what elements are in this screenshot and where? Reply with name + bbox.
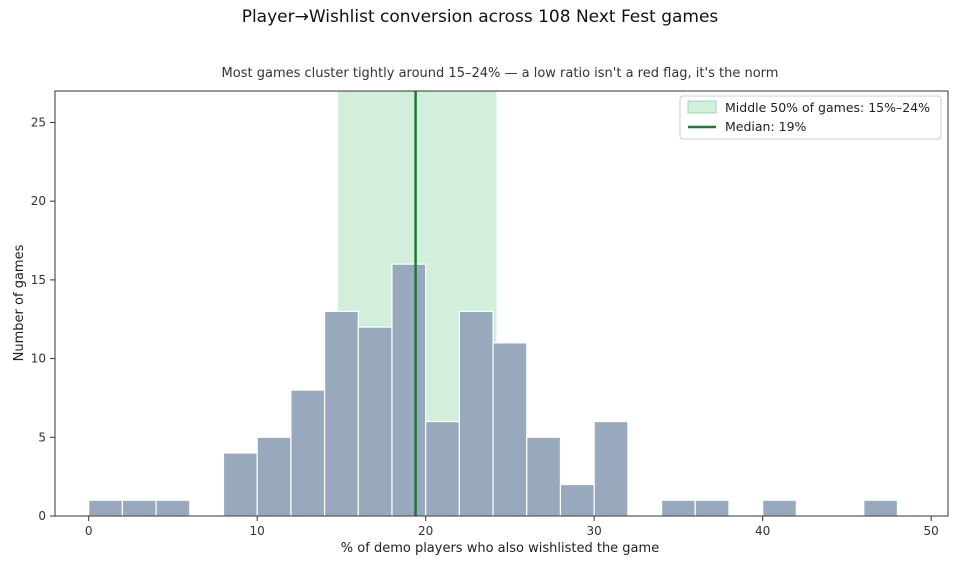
axes-frame <box>54 90 949 517</box>
x-tick-label: 50 <box>924 524 939 538</box>
histogram-bar <box>593 420 629 517</box>
histogram-bar <box>256 436 292 517</box>
histogram-bar <box>357 326 393 517</box>
y-tick-label: 25 <box>31 115 46 129</box>
chart-title: Player→Wishlist conversion across 108 Ne… <box>242 7 719 27</box>
histogram-bar <box>290 389 326 517</box>
x-tick-label: 20 <box>418 524 433 538</box>
histogram-bar <box>526 436 562 517</box>
histogram-bar <box>458 310 494 517</box>
y-tick-label: 5 <box>38 430 46 444</box>
y-axis-label: Number of games <box>12 244 27 361</box>
histogram-bar <box>425 420 460 517</box>
y-tick-label: 20 <box>31 194 46 208</box>
plot-area: 0 10 20 30 40 50 0 5 10 15 20 25 <box>31 90 949 538</box>
histogram-bar <box>155 499 191 517</box>
x-tick-label: 40 <box>755 524 770 538</box>
histogram-bar <box>762 499 797 517</box>
histogram-bar <box>391 263 427 517</box>
legend-swatch-iqr-band <box>687 100 717 114</box>
legend: Middle 50% of games: 15%–24% Median: 19% <box>679 95 942 140</box>
histogram-bar <box>660 499 696 517</box>
y-axis-ticks: 0 5 10 15 20 25 <box>31 115 55 523</box>
histogram-bar <box>492 342 528 517</box>
x-tick-label: 0 <box>85 524 93 538</box>
histogram-bar <box>559 483 595 517</box>
legend-label-median: Median: 19% <box>725 119 807 134</box>
x-axis-ticks: 0 10 20 30 40 50 <box>85 516 939 538</box>
histogram-bar <box>863 499 899 517</box>
legend-label-iqr-band: Middle 50% of games: 15%–24% <box>725 100 930 115</box>
x-axis-label: % of demo players who also wishlisted th… <box>341 541 659 556</box>
histogram-bars <box>88 263 899 517</box>
histogram-bar <box>694 499 730 517</box>
histogram-bar <box>222 452 258 517</box>
y-tick-label: 10 <box>31 352 46 366</box>
y-tick-label: 0 <box>38 509 46 523</box>
histogram-bar <box>323 310 359 517</box>
chart-subtitle: Most games cluster tightly around 15–24%… <box>222 66 779 81</box>
y-tick-label: 15 <box>31 273 46 287</box>
legend-box <box>679 95 942 140</box>
x-tick-label: 30 <box>587 524 602 538</box>
histogram-bar <box>88 499 123 517</box>
x-tick-label: 10 <box>250 524 265 538</box>
histogram-bar <box>121 499 157 517</box>
